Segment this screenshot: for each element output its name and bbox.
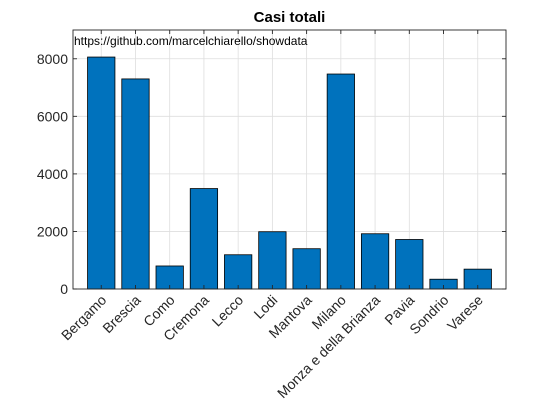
bar-brescia — [121, 78, 150, 290]
x-tick-label-1: Brescia — [99, 292, 143, 336]
bars — [87, 56, 492, 290]
x-tick-label-0: Bergamo — [58, 292, 110, 344]
y-tick-label-0: 0 — [60, 281, 68, 297]
plot-frame — [72, 29, 507, 290]
bar-pavia — [395, 239, 424, 290]
chart-title: Casi totali — [254, 9, 326, 26]
ticks — [73, 30, 506, 290]
bar-lecco — [224, 254, 253, 290]
bar-monza-e-della-brianza — [360, 233, 390, 290]
bar-mantova — [292, 248, 321, 290]
y-tick-label-1: 2000 — [37, 223, 68, 239]
y-tick-label-2: 4000 — [37, 166, 68, 182]
x-tick-label-5: Lodi — [250, 292, 280, 322]
source-annotation: https://github.com/marcelchiarello/showd… — [74, 34, 308, 48]
x-tick-label-4: Lecco — [209, 292, 247, 330]
y-tick-label-3: 6000 — [37, 108, 68, 124]
x-tick-label-10: Sondrio — [406, 292, 452, 338]
y-tick-labels: 0 2000 4000 6000 8000 — [37, 51, 68, 297]
bar-bergamo — [87, 56, 116, 290]
bar-lodi — [258, 231, 287, 290]
bar-cremona — [189, 188, 219, 290]
x-tick-label-11: Varese — [444, 292, 486, 334]
bar-milano — [326, 73, 355, 290]
y-tick-label-4: 8000 — [37, 51, 68, 67]
